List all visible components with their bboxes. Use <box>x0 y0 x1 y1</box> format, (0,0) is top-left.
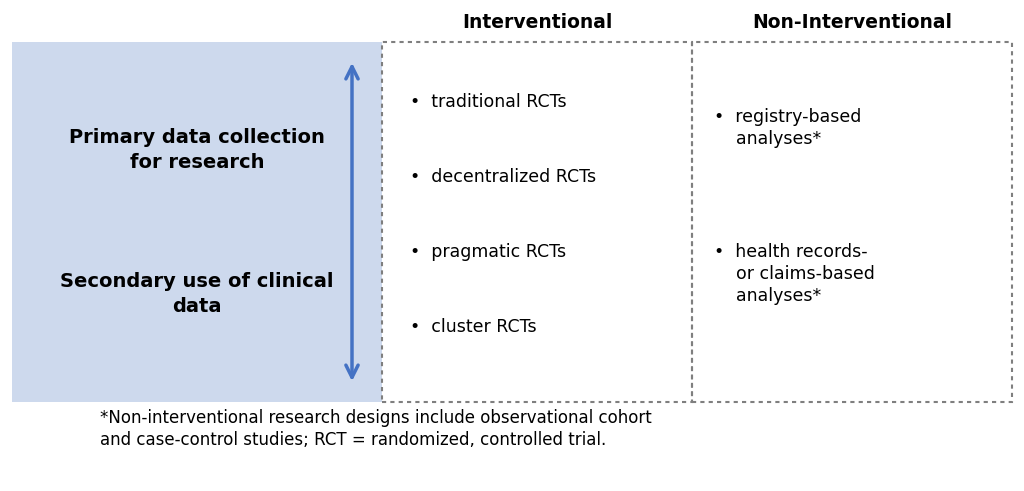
Bar <box>692 42 1012 402</box>
Bar <box>12 42 382 402</box>
Text: •  pragmatic RCTs: • pragmatic RCTs <box>410 243 566 261</box>
Text: *Non-interventional research designs include observational cohort: *Non-interventional research designs inc… <box>100 409 651 427</box>
Text: and case-control studies; RCT = randomized, controlled trial.: and case-control studies; RCT = randomiz… <box>100 431 606 449</box>
Text: Non-Interventional: Non-Interventional <box>752 12 952 31</box>
Text: Secondary use of clinical
data: Secondary use of clinical data <box>60 272 334 316</box>
Text: or claims-based: or claims-based <box>714 265 874 283</box>
Text: •  decentralized RCTs: • decentralized RCTs <box>410 168 596 186</box>
Text: •  cluster RCTs: • cluster RCTs <box>410 318 537 336</box>
Text: analyses*: analyses* <box>714 130 821 148</box>
Text: Interventional: Interventional <box>462 12 612 31</box>
Text: •  traditional RCTs: • traditional RCTs <box>410 93 566 111</box>
Text: •  health records-: • health records- <box>714 243 867 261</box>
Text: analyses*: analyses* <box>714 287 821 305</box>
Bar <box>382 42 692 402</box>
Text: Primary data collection
for research: Primary data collection for research <box>69 128 325 172</box>
Text: •  registry-based: • registry-based <box>714 108 861 126</box>
